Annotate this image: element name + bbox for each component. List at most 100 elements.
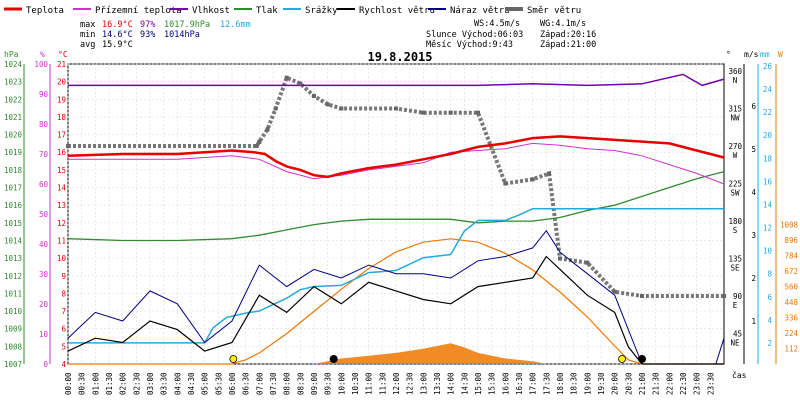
areas [68, 343, 724, 364]
y-tick-ms: 5 [751, 145, 756, 154]
y-tick-mm: 14 [763, 200, 773, 209]
x-tick-label: 21:00 [638, 372, 647, 395]
x-tick-label: 00:00 [64, 372, 73, 395]
wind-direction-mark [257, 139, 262, 144]
y-tick-temp: 14 [57, 184, 67, 193]
stats-sun-set: Západ:20:16 [540, 30, 596, 40]
y-tick-mm: 24 [763, 85, 773, 94]
stats-max-rain: 12.6mm [220, 20, 251, 30]
x-tick-label: 23:30 [706, 372, 715, 395]
x-tick-label: 07:30 [269, 372, 278, 395]
x-tick-label: 19:30 [597, 372, 606, 395]
axis-w-label: W [778, 50, 783, 59]
y-tick-dir: 270 [728, 142, 742, 151]
series-wind-speed [67, 255, 724, 365]
wind-direction-mark [530, 177, 535, 182]
stats-max-hum: 97% [140, 20, 155, 30]
x-tick-label: 00:30 [78, 372, 87, 395]
chart-title: 19.8.2015 [367, 50, 432, 64]
y-tick-hpa: 1017 [4, 184, 22, 193]
stats-moon-set: Západ:21:00 [540, 40, 596, 50]
y-tick-hpa: 1018 [4, 166, 23, 175]
x-tick-label: 03:00 [146, 372, 155, 395]
axis-temp-label: °C [58, 50, 68, 59]
axis-hpa-label: hPa [4, 50, 19, 59]
x-tick-label: 14:00 [447, 372, 456, 395]
legend-teplota: Teplota [26, 6, 64, 16]
y-tick-percent: 80 [39, 120, 49, 129]
y-tick-dir: 180 [728, 217, 742, 226]
y-tick-dir: 90 [733, 292, 743, 301]
y-tick-hpa: 1012 [4, 272, 22, 281]
y-tick-temp: 5 [61, 342, 66, 351]
x-tick-label: 16:00 [501, 372, 510, 395]
stats-min-label: min [80, 30, 95, 40]
y-tick-dir: 135 [728, 255, 742, 264]
x-tick-label: 03:30 [160, 372, 169, 395]
x-tick-label: 22:30 [679, 372, 688, 395]
y-tick-w: 336 [784, 314, 798, 323]
y-tick-percent: 50 [39, 210, 49, 219]
wind-direction-mark [476, 110, 480, 115]
wind-direction-mark [273, 106, 278, 111]
y-tick-temp: 11 [57, 236, 66, 245]
stats-ws: WS:4.5m/s [474, 19, 520, 29]
wind-direction-mark [421, 110, 426, 115]
x-tick-label: 04:00 [173, 372, 182, 395]
x-tick-label: 11:30 [378, 372, 387, 395]
x-tick-label: 09:00 [310, 372, 319, 395]
y-tick-hpa: 1011 [4, 289, 22, 298]
y-tick-temp: 16 [57, 148, 67, 157]
y-tick-temp: 12 [57, 219, 66, 228]
y-tick-temp: 8 [61, 289, 66, 298]
wind-direction-mark [640, 294, 644, 298]
grid [67, 63, 724, 365]
uv-area [68, 343, 724, 364]
axis-time-label: čas [732, 370, 747, 380]
wind-direction-mark [585, 260, 590, 265]
y-tick-percent: 0 [43, 360, 48, 369]
x-tick-label: 20:00 [611, 372, 620, 395]
wind-direction-mark [612, 289, 617, 294]
x-tick-label: 12:00 [392, 372, 401, 395]
y-tick-ms: 1 [751, 317, 756, 326]
x-tick-label: 07:00 [255, 372, 264, 395]
x-tick-label: 01:30 [105, 372, 114, 395]
y-tick-hpa: 1015 [4, 219, 22, 228]
y-tick-dir-name: NE [730, 339, 740, 348]
x-tick-label: 08:00 [283, 372, 292, 395]
y-tick-hpa: 1021 [4, 113, 22, 122]
wind-direction-mark [448, 110, 453, 115]
y-tick-percent: 90 [39, 90, 49, 99]
x-tick-label: 02:30 [132, 372, 141, 395]
x-tick-label: 06:00 [228, 372, 237, 395]
wind-direction-mark [394, 106, 398, 111]
series-wind-direction [68, 75, 724, 298]
x-tick-label: 21:30 [652, 372, 661, 395]
y-tick-w: 448 [784, 298, 798, 307]
y-tick-hpa: 1010 [4, 307, 23, 316]
y-tick-mm: 2 [767, 339, 772, 348]
legend-smer-vetru: Směr větru [527, 6, 581, 16]
x-tick-label: 08:30 [296, 372, 305, 395]
x-tick-label: 17:30 [542, 372, 551, 395]
wind-direction-mark [722, 294, 726, 298]
y-tick-temp: 13 [57, 201, 66, 210]
wind-direction-mark [325, 102, 330, 107]
x-tick-label: 04:30 [187, 372, 196, 395]
legend-rychlost-vetru: Rychlost větru [359, 6, 435, 16]
y-tick-dir: 45 [733, 330, 742, 339]
stats-sun: Slunce Východ:06:03 [426, 30, 523, 40]
y-tick-mm: 22 [763, 108, 772, 117]
axis-dir-label: ° [726, 50, 731, 59]
y-tick-temp: 21 [57, 60, 66, 69]
x-tick-label: 19:00 [583, 372, 592, 395]
y-tick-dir-name: W [733, 151, 738, 160]
stats-max-press: 1017.9hPa [164, 20, 210, 30]
x-tick-label: 10:00 [337, 372, 346, 395]
y-tick-hpa: 1016 [4, 201, 23, 210]
y-tick-hpa: 1020 [4, 131, 23, 140]
y-tick-ms: 2 [751, 274, 756, 283]
y-tick-w: 1008 [780, 221, 799, 230]
